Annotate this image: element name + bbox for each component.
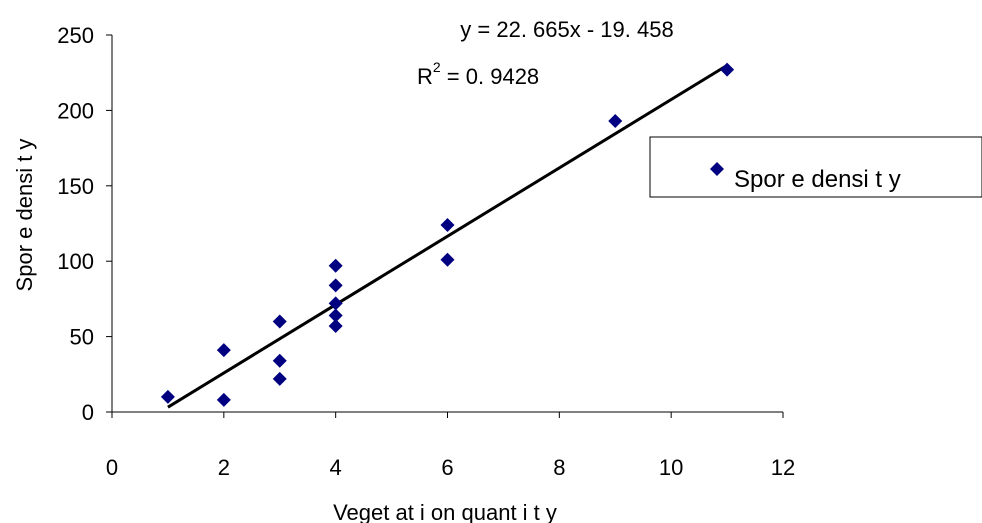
x-ticks: 0 2 4 6 8 10 12	[106, 412, 795, 480]
x-tick-label: 0	[106, 455, 118, 480]
data-point	[216, 392, 231, 407]
data-point	[328, 296, 343, 311]
r2-prefix: R	[417, 64, 433, 89]
data-point	[160, 389, 175, 404]
y-axis-label: Spor e densi t y	[12, 139, 37, 292]
data-point	[328, 278, 343, 293]
data-point	[272, 371, 287, 386]
legend-marker	[710, 162, 724, 176]
data-point	[272, 314, 287, 329]
data-point	[440, 252, 455, 267]
data-point	[328, 308, 343, 323]
trendline	[167, 64, 728, 409]
x-tick-label: 6	[441, 455, 453, 480]
x-tick-label: 4	[330, 455, 342, 480]
x-tick-label: 10	[659, 455, 683, 480]
data-points	[160, 62, 735, 407]
data-point	[328, 258, 343, 273]
x-axis-label: Veget at i on quant i t y	[333, 500, 557, 523]
x-tick-label: 8	[553, 455, 565, 480]
x-tick-label: 12	[771, 455, 795, 480]
y-tick-label: 50	[70, 325, 94, 350]
y-tick-label: 100	[57, 249, 94, 274]
r2-superscript: 2	[433, 59, 441, 75]
r2-value: = 0. 9428	[441, 64, 539, 89]
data-point	[328, 319, 343, 334]
data-point	[440, 218, 455, 233]
x-tick-label: 2	[218, 455, 230, 480]
legend-box	[649, 136, 982, 198]
legend-label: Spor e densi t y	[734, 166, 901, 193]
r-squared: R2 = 0. 9428	[417, 59, 539, 89]
y-tick-label: 0	[82, 400, 94, 425]
y-tick-label: 150	[57, 174, 94, 199]
data-point	[272, 353, 287, 368]
y-tick-label: 200	[57, 98, 94, 123]
y-ticks: 0 50 100 150 200 250	[57, 23, 112, 425]
y-tick-label: 250	[57, 23, 94, 48]
trend-equation: y = 22. 665x - 19. 458	[460, 17, 673, 42]
data-point	[720, 62, 735, 77]
legend: Spor e densi t y	[649, 136, 982, 198]
data-point	[216, 343, 231, 358]
data-point	[608, 113, 623, 128]
